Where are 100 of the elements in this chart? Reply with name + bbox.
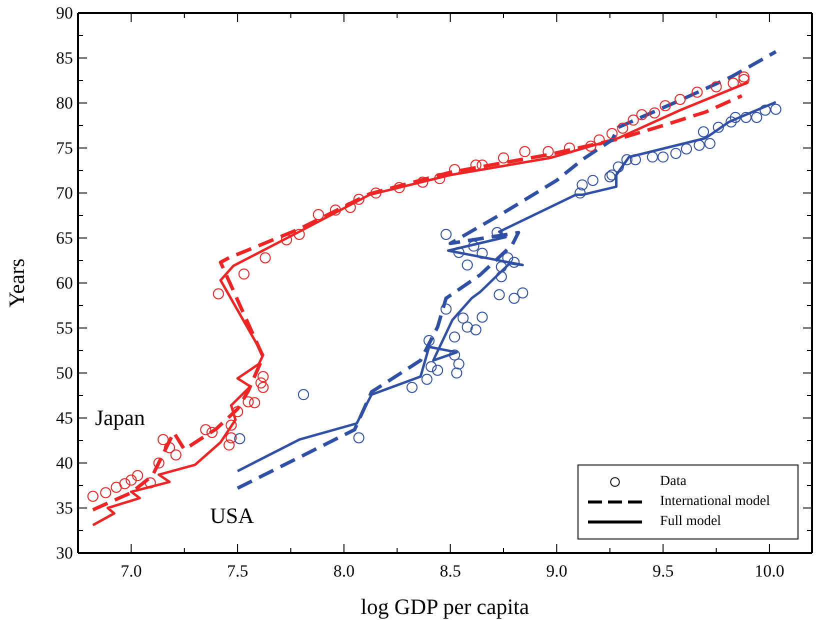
point: [258, 371, 269, 382]
point: [353, 194, 364, 205]
point: [224, 439, 235, 451]
point: [126, 474, 137, 486]
y-tick-label: 70: [56, 183, 73, 202]
point: [451, 367, 462, 379]
point: [294, 228, 305, 240]
point: [710, 81, 722, 92]
point: [694, 140, 705, 151]
point: [738, 71, 750, 82]
point: [496, 271, 507, 282]
point: [476, 160, 488, 171]
point: [476, 312, 488, 323]
point: [449, 349, 460, 361]
point: [458, 312, 469, 324]
point: [660, 100, 671, 112]
point: [770, 104, 782, 115]
point: [453, 358, 464, 370]
point: [704, 138, 716, 150]
y-tick-label: 60: [56, 273, 73, 292]
point: [232, 406, 244, 418]
y-tick-label: 55: [56, 318, 73, 338]
point: [542, 146, 554, 158]
point: [394, 182, 405, 194]
point: [132, 470, 144, 482]
point: [751, 112, 762, 123]
point: [144, 477, 156, 488]
point: [226, 420, 237, 431]
point: [585, 140, 596, 152]
x-tick-label: 9.0: [546, 561, 568, 580]
point: [226, 432, 237, 444]
point: [712, 122, 724, 133]
point: [617, 122, 628, 134]
point: [417, 176, 428, 188]
point: [353, 432, 364, 444]
y-tick-label: 35: [56, 498, 73, 518]
point: [576, 179, 588, 190]
point: [680, 143, 692, 154]
point: [470, 160, 482, 171]
point: [255, 377, 267, 388]
point: [421, 374, 432, 385]
point: [258, 382, 269, 393]
x-tick-label: 10.0: [754, 561, 784, 580]
point: [119, 478, 130, 490]
point: [158, 434, 169, 446]
point: [370, 187, 382, 199]
point: [674, 94, 686, 105]
y-tick-label: 50: [56, 363, 73, 382]
x-tick-label: 8.0: [333, 561, 355, 580]
point: [153, 457, 164, 469]
point: [462, 259, 473, 271]
point: [621, 154, 632, 166]
annotation: Data: [660, 474, 688, 490]
point: [440, 304, 452, 315]
point: [238, 268, 250, 280]
annotation: International model: [660, 494, 770, 510]
point: [574, 187, 586, 199]
point: [110, 482, 122, 493]
point: [636, 109, 648, 120]
point: [606, 128, 618, 140]
point: [698, 126, 710, 138]
y-tick-label: 45: [56, 408, 73, 428]
point: [280, 234, 292, 246]
point: [432, 364, 444, 376]
point: [612, 161, 624, 172]
point: [100, 487, 112, 498]
y-tick-label: 80: [56, 93, 73, 112]
point: [502, 252, 514, 264]
y-tick-label: 75: [56, 138, 73, 158]
point: [164, 442, 176, 454]
point: [738, 74, 750, 86]
x-tick-label: 9.5: [652, 561, 674, 580]
point: [604, 171, 616, 182]
x-tick-label: 8.5: [440, 561, 461, 580]
point: [726, 116, 737, 128]
x-tick-label: 7.5: [226, 561, 248, 580]
annotation: Full model: [660, 514, 722, 530]
point: [730, 112, 741, 123]
point: [519, 146, 530, 158]
point: [630, 154, 641, 166]
point: [330, 204, 341, 216]
y-tick-label: 30: [56, 543, 73, 562]
point: [260, 252, 271, 264]
point: [212, 288, 224, 300]
x-tick-label: 7.0: [120, 561, 142, 580]
point: [234, 433, 246, 444]
point: [426, 361, 437, 372]
point: [470, 324, 482, 336]
point: [628, 114, 639, 126]
point: [740, 112, 752, 123]
point: [434, 173, 446, 184]
point: [298, 389, 310, 400]
point: [649, 107, 660, 118]
annotation: USA: [210, 503, 254, 528]
point: [476, 248, 488, 259]
point: [200, 424, 212, 436]
point: [728, 78, 739, 89]
point: [170, 449, 182, 460]
point: [564, 142, 576, 154]
point: [453, 246, 464, 258]
